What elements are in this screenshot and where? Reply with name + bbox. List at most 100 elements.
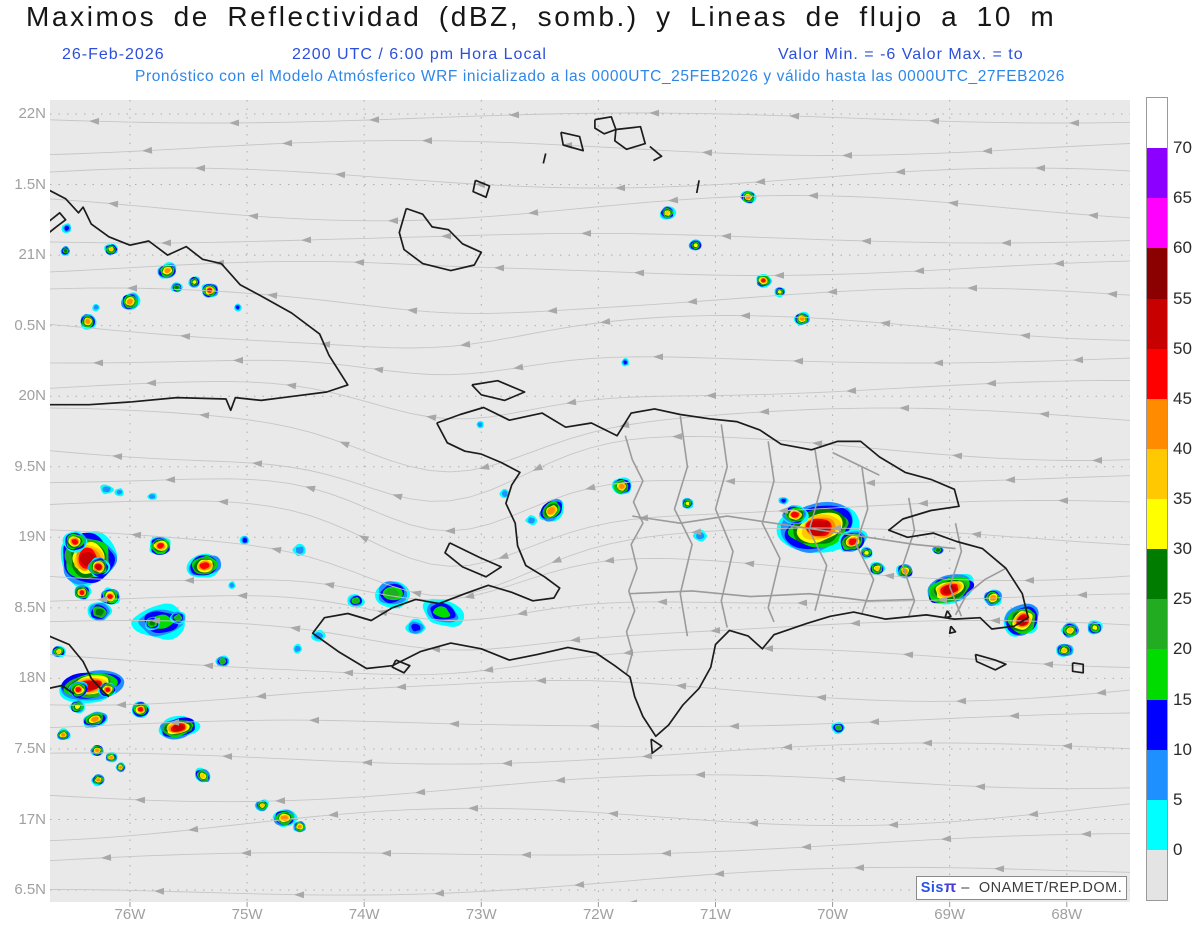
reflectivity-blob [32, 617, 40, 624]
x-tick-label: 70W [817, 906, 848, 923]
coastline [50, 211, 67, 233]
reflectivity-blob [75, 704, 81, 710]
coastline [1071, 662, 1085, 674]
reflectivity-blob [109, 756, 114, 759]
colorbar-tick-label: 5 [1173, 789, 1183, 809]
reflectivity-blob [260, 803, 265, 808]
page-title: Maximos de Reflectividad (dBZ, somb.) y … [26, 1, 1057, 32]
colorbar-segment [1147, 148, 1167, 199]
colorbar-tick-label: 65 [1173, 188, 1192, 208]
reflectivity-blob [34, 618, 39, 623]
reflectivity-blob [64, 248, 68, 253]
x-tick-label: 76W [114, 906, 146, 923]
reflectivity-blob [109, 247, 114, 252]
reflectivity-blob [85, 318, 91, 324]
province-border [624, 435, 644, 675]
colorbar-segment [1147, 448, 1167, 499]
coastline [649, 145, 663, 162]
reflectivity-blob [175, 615, 182, 621]
coastline [311, 406, 1029, 738]
y-tick-label: 8.5N [14, 598, 46, 616]
reflectivity-blob [623, 360, 628, 365]
coastline [650, 738, 663, 755]
watermark-brand: Sis [920, 880, 944, 896]
reflectivity-blob [137, 706, 143, 712]
colorbar-segment [1147, 398, 1167, 449]
province-border [632, 515, 956, 550]
reflectivity-blob [433, 606, 451, 618]
reflectivity-blob [685, 501, 690, 506]
colorbar-tick-label: 60 [1173, 238, 1192, 258]
reflectivity-blob [874, 566, 880, 571]
reflectivity-blob [693, 243, 698, 248]
colorbar-segment [1147, 849, 1167, 900]
reflectivity-blob [528, 517, 535, 524]
reflectivity-blob [174, 285, 179, 290]
colorbar-tick-label: 15 [1173, 689, 1192, 709]
colorbar-segment [1147, 799, 1167, 850]
coastline [613, 125, 647, 151]
reflectivity-blob [34, 577, 40, 584]
coastline [695, 180, 700, 194]
reflectivity-blob [105, 687, 111, 693]
reflectivity-blob [200, 773, 206, 778]
reflectivity-blob [91, 716, 99, 722]
colorbar [1146, 97, 1168, 901]
province-border [855, 466, 875, 614]
province-border [673, 415, 693, 637]
reflectivity-blob [35, 619, 38, 623]
reflectivity-blob [31, 615, 41, 626]
coastline [560, 131, 585, 152]
reflectivity-blob [242, 537, 248, 543]
reflectivity-blob [149, 494, 155, 499]
coastline [948, 625, 957, 635]
province-border [948, 523, 963, 617]
y-tick-label: 17N [18, 810, 46, 828]
reflectivity-blob [31, 575, 43, 587]
colorbar-segment [1147, 98, 1167, 149]
y-tick-label: 9.5N [14, 457, 46, 475]
reflectivity-blob [313, 632, 324, 640]
reflectivity-blob [149, 620, 155, 626]
reflectivity-blob [192, 280, 197, 284]
reflectivity-blob [199, 562, 210, 570]
x-tick-label: 69W [934, 906, 966, 923]
value-minmax: Valor Min. = -6 Valor Max. = to [778, 46, 1024, 63]
reflectivity-blob [791, 511, 799, 518]
province-borders [624, 415, 1007, 675]
y-tick-label: 22N [18, 105, 46, 122]
reflectivity-blob [32, 616, 40, 625]
coastline [542, 153, 547, 164]
reflectivity-blob [34, 618, 40, 624]
reflectivity-blob [942, 585, 957, 594]
reflectivity-blob [95, 748, 100, 753]
y-tick-label: 6.5N [14, 881, 46, 899]
reflectivity-blob [411, 623, 421, 632]
coastline [398, 207, 483, 272]
reflectivity-blob [297, 824, 302, 829]
reflectivity-blob [102, 486, 111, 493]
reflectivity-blob [35, 578, 41, 584]
y-tick-label: 20N [18, 387, 46, 405]
colorbar-segment [1147, 248, 1167, 299]
reflectivity-blob [157, 543, 164, 549]
forecast-date: 26-Feb-2026 [62, 46, 165, 63]
reflectivity-blob [33, 576, 42, 586]
colorbar-tick-label: 10 [1173, 739, 1192, 759]
reflectivity-blob [781, 499, 786, 503]
reflectivity-blob [75, 686, 82, 693]
y-tick-label: 1.5N [14, 175, 46, 193]
province-border [761, 441, 781, 623]
reflectivity-blob [294, 645, 301, 652]
reflectivity-blob [36, 579, 40, 582]
model-init-line: Pronóstico con el Modelo Atmósferico WRF… [135, 68, 1065, 85]
reflectivity-blob [848, 538, 857, 546]
province-border [902, 497, 916, 617]
colorbar-segment [1147, 699, 1167, 750]
coastline [50, 635, 110, 698]
reflectivity-blob [93, 304, 99, 310]
x-tick-label: 71W [700, 906, 731, 923]
x-tick-label: 73W [465, 906, 497, 923]
